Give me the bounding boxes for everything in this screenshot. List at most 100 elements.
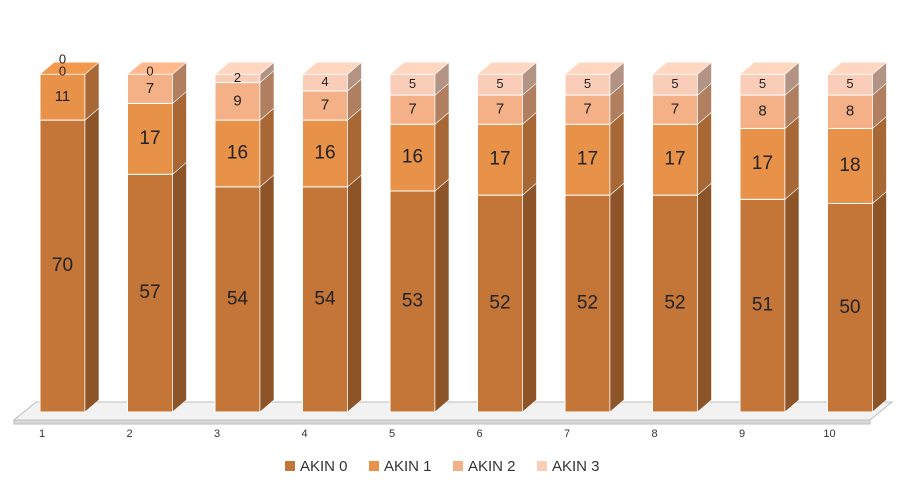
data-label-5-akin-3: 5 (409, 76, 416, 91)
data-label-3-akin-1: 16 (227, 142, 248, 163)
legend-swatch-akin-3 (537, 461, 547, 471)
data-label-8-akin-2: 7 (671, 101, 679, 118)
data-label-10-akin-0: 50 (839, 297, 860, 318)
bar-side-8-akin-0 (697, 182, 712, 413)
data-label-2-akin-0: 57 (139, 282, 160, 303)
bar-top-3 (214, 61, 275, 75)
bar-top-8 (651, 61, 713, 75)
legend-swatch-akin-1 (369, 461, 379, 471)
bar-side-9-akin-0 (784, 186, 800, 413)
bar-side-3-akin-0 (259, 174, 275, 413)
data-label-10-akin-1: 18 (839, 155, 860, 176)
bar-side-7-akin-1 (609, 111, 625, 196)
bar-top-5 (389, 61, 450, 75)
legend: AKIN 0 AKIN 1 AKIN 2 AKIN 3 (285, 458, 600, 475)
data-label-6-akin-0: 52 (489, 293, 510, 314)
data-label-9-akin-2: 8 (758, 103, 766, 120)
bar-10-akin-2 (827, 94, 873, 129)
bar-10-akin-1 (827, 127, 873, 204)
x-tick-label-6: 6 (476, 428, 482, 440)
bar-side-6-akin-1 (522, 111, 537, 196)
bar-2-akin-2 (127, 73, 173, 104)
data-label-9-akin-1: 17 (752, 153, 773, 174)
x-tick-label-1: 1 (39, 428, 45, 440)
bar-top-2 (126, 61, 188, 75)
bar-side-2-akin-1 (172, 90, 187, 175)
data-label-5-akin-0: 53 (402, 291, 423, 312)
data-labels-group: 7011005717705416925416745316755217755217… (52, 52, 861, 318)
floor-front (13, 419, 871, 425)
bar-top-1 (39, 61, 100, 75)
data-label-3-akin-2: 9 (233, 92, 241, 109)
data-label-5-akin-2: 7 (408, 101, 416, 118)
bar-side-8-akin-1 (697, 111, 712, 196)
data-label-6-akin-3: 5 (496, 76, 503, 91)
data-label-9-akin-0: 51 (752, 295, 773, 316)
x-tick-label-9: 9 (739, 428, 745, 440)
data-label-4-akin-0: 54 (314, 288, 336, 309)
legend-swatch-akin-2 (453, 461, 463, 471)
data-label-7-akin-1: 17 (577, 149, 598, 170)
bar-side-4-akin-1 (347, 107, 362, 188)
bar-5-akin-0 (389, 190, 436, 413)
x-tick-label-3: 3 (214, 428, 220, 440)
data-label-7-akin-3: 5 (584, 76, 591, 91)
data-label-10-akin-3: 5 (846, 76, 853, 91)
bar-8-akin-1 (652, 123, 698, 196)
data-label-9-akin-3: 5 (759, 76, 766, 91)
legend-label-akin-2: AKIN 2 (468, 458, 516, 475)
bar-side-1-akin-0 (84, 107, 100, 413)
bar-7-akin-1 (564, 123, 611, 196)
x-tick-label-2: 2 (126, 428, 132, 440)
bar-9-akin-0 (739, 198, 786, 413)
x-axis-tick-labels: 1 2 3 4 5 6 7 8 9 10 (39, 428, 836, 440)
bar-top-10 (826, 61, 888, 75)
data-label-4-akin-3: 4 (321, 74, 328, 89)
bar-5-akin-1 (389, 123, 436, 192)
bar-top-9 (739, 61, 800, 75)
bar-top-6 (476, 61, 538, 75)
bar-side-2-akin-0 (172, 161, 187, 413)
x-tick-label-5: 5 (389, 428, 395, 440)
data-label-4-akin-1: 16 (314, 142, 335, 163)
bar-7-akin-0 (564, 194, 611, 413)
bar-side-10-akin-0 (872, 190, 887, 413)
data-label-2-akin-1: 17 (139, 128, 160, 149)
bar-side-7-akin-0 (609, 182, 625, 413)
bar-side-6-akin-0 (522, 182, 537, 413)
data-label-8-akin-1: 17 (664, 149, 685, 170)
data-label-8-akin-0: 52 (664, 293, 685, 314)
bar-2-akin-0 (127, 173, 173, 413)
data-label-1-akin-3: 0 (59, 52, 66, 67)
bar-10-akin-0 (827, 203, 873, 413)
data-label-7-akin-0: 52 (577, 293, 598, 314)
bar-side-5-akin-1 (434, 111, 450, 192)
bar-top-4 (301, 61, 363, 75)
data-label-6-akin-1: 17 (489, 149, 510, 170)
data-label-2-akin-3: 0 (146, 64, 153, 79)
data-label-10-akin-2: 8 (846, 103, 854, 120)
bar-side-10-akin-1 (872, 115, 887, 205)
legend-swatch-akin-0 (285, 461, 295, 471)
data-label-5-akin-1: 16 (402, 147, 423, 168)
data-label-1-akin-1: 11 (55, 88, 71, 105)
data-label-1-akin-2: 0 (59, 64, 66, 79)
data-label-6-akin-2: 7 (496, 101, 504, 118)
legend-label-akin-1: AKIN 1 (384, 458, 432, 475)
bar-3-akin-0 (214, 186, 261, 413)
bar-side-5-akin-0 (434, 178, 450, 413)
data-label-1-akin-0: 70 (52, 255, 73, 276)
bar-top-7 (564, 61, 625, 75)
bar-side-9-akin-1 (784, 115, 800, 200)
bar-side-4-akin-0 (347, 174, 362, 413)
data-label-8-akin-3: 5 (671, 76, 678, 91)
x-tick-label-10: 10 (823, 428, 835, 440)
bars-group (39, 61, 888, 413)
bar-1-akin-1 (39, 73, 86, 121)
x-tick-label-4: 4 (301, 428, 307, 440)
bar-1-akin-0 (39, 119, 86, 413)
data-label-3-akin-3: 2 (234, 70, 241, 85)
bar-8-akin-0 (652, 194, 698, 413)
data-label-4-akin-2: 7 (321, 96, 329, 113)
